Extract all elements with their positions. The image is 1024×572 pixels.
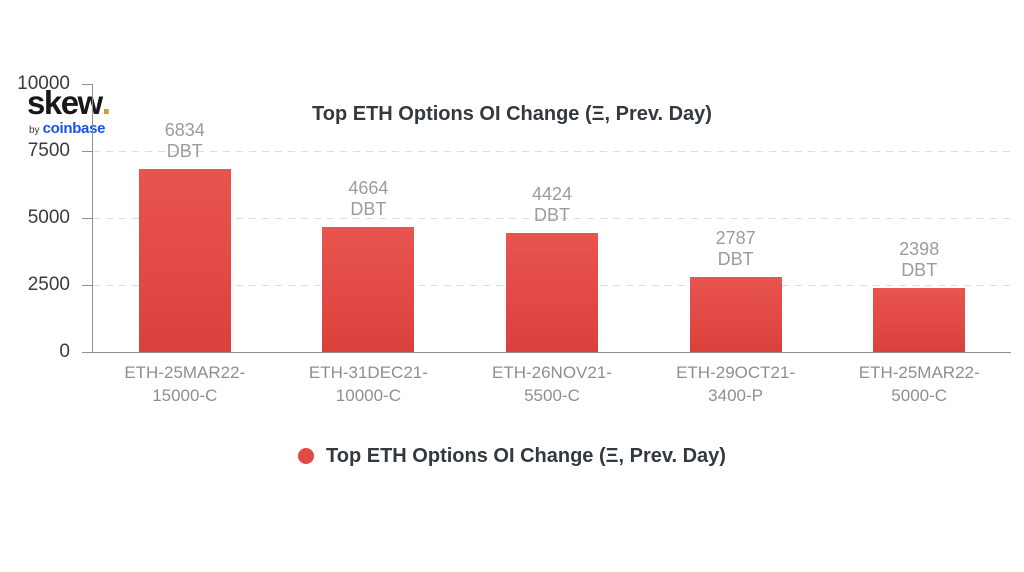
x-axis-label: ETH-25MAR22- 5000-C <box>827 361 1011 407</box>
plot-area: 6834 DBT ETH-25MAR22- 15000-C 4664 DBT ETH-31D… <box>92 84 1011 405</box>
bar-value-unit: DBT <box>166 140 203 161</box>
x-axis-label-line: ETH-25MAR22- <box>124 363 246 382</box>
x-axis-label-line: ETH-26NOV21- <box>491 363 612 382</box>
legend-marker-icon <box>298 448 315 464</box>
y-axis-tick-0 <box>82 352 92 353</box>
bar-ETH-31DEC21-10000-C[interactable] <box>322 227 415 352</box>
coinbase-wordmark: coinbase <box>42 120 106 137</box>
x-axis-label-line: 3400-P <box>708 386 763 405</box>
x-axis-label-line: 15000-C <box>152 386 218 405</box>
x-axis-label-line: 5500-C <box>524 386 580 405</box>
legend-item[interactable]: Top ETH Options OI Change (Ξ, Prev. Day) <box>298 445 726 468</box>
bar-ETH-26NOV21-5500-C[interactable] <box>505 233 598 352</box>
y-axis-label-2500: 2500 <box>27 274 70 295</box>
bar-value-label: 2398 DBT <box>827 239 1011 281</box>
coinbase-byline: by coinbase <box>27 121 111 137</box>
x-axis-label-line: 5000-C <box>891 386 948 405</box>
x-axis-label-line: ETH-31DEC21- <box>308 363 428 382</box>
x-axis-label-line: ETH-29OCT21- <box>676 363 796 382</box>
y-axis-label-5000: 5000 <box>27 207 70 228</box>
category-column: 6834 DBT ETH-25MAR22- 15000-C <box>93 84 277 405</box>
bar-value-label: 4424 DBT <box>460 184 644 226</box>
skew-wordmark-dot: . <box>101 84 111 121</box>
y-axis-label-0: 0 <box>59 341 70 362</box>
bar-value-unit: DBT <box>350 199 387 220</box>
bar-value: 4424 <box>531 184 572 205</box>
gridline-7500 <box>93 151 1011 152</box>
bar-ETH-25MAR22-5000-C[interactable] <box>873 287 966 352</box>
chart-title: Top ETH Options OI Change (Ξ, Prev. Day) <box>312 103 712 125</box>
legend: Top ETH Options OI Change (Ξ, Prev. Day) <box>0 441 1024 471</box>
bar-value-label: 4664 DBT <box>277 178 461 220</box>
bar-ETH-29OCT21-3400-P[interactable] <box>689 277 782 352</box>
bar-value-label: 2787 DBT <box>644 228 828 270</box>
category-column: 4664 DBT ETH-31DEC21- 10000-C <box>277 84 461 405</box>
x-axis-label-line: ETH-25MAR22- <box>858 363 980 382</box>
category-column: 2787 DBT ETH-29OCT21- 3400-P <box>644 84 828 405</box>
skew-wordmark: skew. <box>27 86 111 119</box>
skew-wordmark-text: skew <box>27 84 103 121</box>
y-axis-label-10000: 10000 <box>17 73 70 94</box>
bar-value-unit: DBT <box>901 259 938 280</box>
x-axis-label-line: 10000-C <box>335 386 401 405</box>
byline-prefix: by <box>29 125 40 136</box>
y-axis-tick-10000 <box>82 84 92 85</box>
bar-value-unit: DBT <box>533 205 570 226</box>
skew-logo: skew. by coinbase <box>27 86 111 137</box>
x-axis-label: ETH-29OCT21- 3400-P <box>644 361 828 407</box>
category-column: 2398 DBT ETH-25MAR22- 5000-C <box>827 84 1011 405</box>
y-axis-tick-5000 <box>82 218 92 219</box>
bar-value: 2787 <box>715 228 756 249</box>
category-column: 4424 DBT ETH-26NOV21- 5500-C <box>460 84 644 405</box>
bar-value-unit: DBT <box>717 249 754 270</box>
gridline-5000 <box>93 218 1011 219</box>
bar-value-label: 6834 DBT <box>93 120 277 162</box>
y-axis-label-7500: 7500 <box>27 140 70 161</box>
bar-value: 2398 <box>899 238 940 259</box>
x-axis-label: ETH-26NOV21- 5500-C <box>460 361 644 407</box>
bar-ETH-25MAR22-15000-C[interactable] <box>138 168 231 352</box>
bar-value: 6834 <box>164 119 205 140</box>
legend-label: Top ETH Options OI Change (Ξ, Prev. Day) <box>326 444 726 467</box>
bar-value: 4664 <box>348 178 389 199</box>
y-axis-tick-7500 <box>82 151 92 152</box>
x-axis-label: ETH-25MAR22- 15000-C <box>93 361 277 407</box>
x-axis-label: ETH-31DEC21- 10000-C <box>277 361 461 407</box>
y-axis-tick-2500 <box>82 285 92 286</box>
